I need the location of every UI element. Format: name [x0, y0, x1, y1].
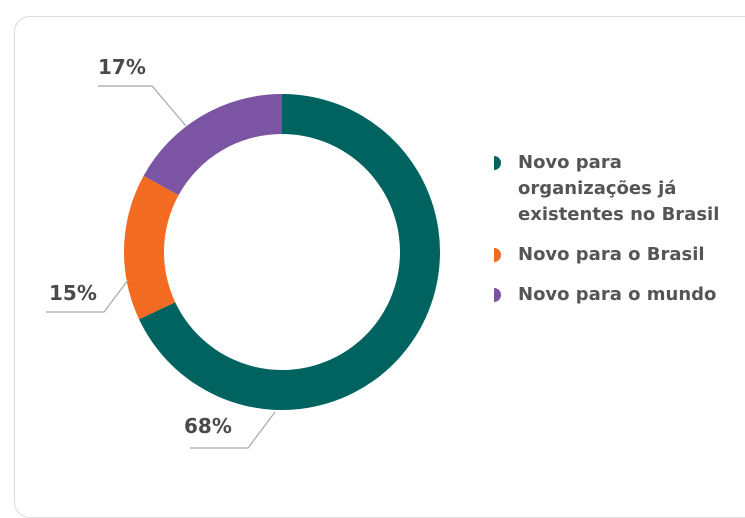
legend-label: Novo para o mundo [518, 284, 717, 305]
donut-chart [46, 85, 440, 449]
legend-item-novo-organizacoes: Novo para organizações já existentes no … [488, 150, 738, 228]
legend-marker-icon [494, 288, 501, 302]
chart-legend: Novo para organizações já existentes no … [488, 150, 738, 322]
leader-line-novo-mundo [98, 85, 187, 127]
legend-label: Novo para organizações já existentes no … [518, 152, 720, 225]
slice-label-novo-brasil: 15% [49, 281, 97, 305]
slice-label-novo-mundo: 17% [98, 55, 146, 79]
legend-label: Novo para o Brasil [518, 244, 705, 265]
slice-label-novo-organizacoes: 68% [184, 414, 232, 438]
slice-novo-mundo [143, 94, 282, 196]
leader-line-novo-brasil [46, 279, 129, 313]
legend-item-novo-mundo: Novo para o mundo [488, 282, 738, 308]
slice-novo-brasil [123, 175, 179, 320]
leader-line-novo-organizacoes [190, 411, 276, 449]
legend-item-novo-brasil: Novo para o Brasil [488, 242, 738, 268]
legend-marker-icon [494, 156, 501, 170]
legend-marker-icon [494, 248, 501, 262]
